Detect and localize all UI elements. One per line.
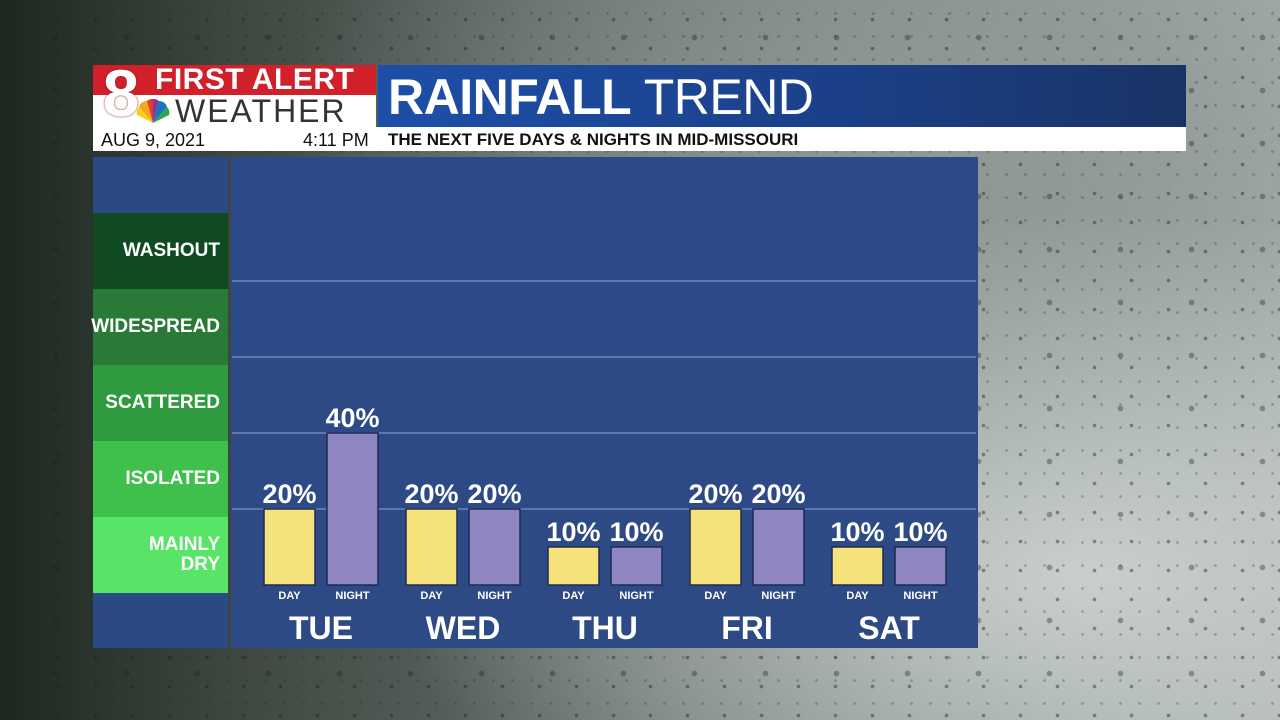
series-label: DAY: [420, 590, 443, 602]
data-label: 20%: [751, 479, 805, 509]
category-label: FRI: [721, 610, 773, 646]
data-label: 10%: [546, 517, 600, 547]
legend-category: WIDESPREAD: [91, 289, 228, 365]
data-label: 20%: [262, 479, 316, 509]
legend-category-label: WASHOUT: [122, 240, 220, 261]
date-label: AUG 9, 2021: [101, 130, 206, 150]
title-banner: RAINFALL TREND: [378, 65, 1186, 127]
legend-category-label: WIDESPREAD: [91, 316, 220, 337]
bar-night: [610, 546, 663, 586]
series-label: DAY: [846, 590, 869, 602]
category-label: WED: [426, 610, 501, 646]
data-label: 20%: [688, 479, 742, 509]
logo-first-alert: FIRST ALERT: [155, 63, 355, 96]
data-label: 10%: [830, 517, 884, 547]
category-label: SAT: [858, 610, 920, 646]
logo-weather: WEATHER: [175, 93, 347, 129]
legend-category-label: ISOLATED: [125, 468, 220, 489]
peacock-icon: [136, 98, 170, 123]
page-title: RAINFALL TREND: [388, 69, 814, 125]
logo-red-band: [93, 65, 376, 95]
data-label: 20%: [404, 479, 458, 509]
bar-night: [326, 432, 379, 586]
bar-day: [689, 508, 742, 586]
series-label: DAY: [704, 590, 727, 602]
series-label: NIGHT: [761, 590, 796, 602]
title-light: TREND: [643, 69, 814, 125]
logo-channel-number: 8: [102, 56, 140, 130]
bar-night: [894, 546, 947, 586]
time-label: 4:11 PM: [303, 130, 369, 150]
legend-category: SCATTERED: [93, 365, 228, 441]
data-label: 10%: [893, 517, 947, 547]
bar-day: [405, 508, 458, 586]
data-label: 10%: [609, 517, 663, 547]
caption-label: THE NEXT FIVE DAYS & NIGHTS IN MID-MISSO…: [388, 130, 799, 149]
category-label: TUE: [289, 610, 353, 646]
series-label: NIGHT: [619, 590, 654, 602]
coverage-legend: WASHOUT WIDESPREAD SCATTERED ISOLATED MAINLY…: [91, 157, 228, 648]
bar-day: [831, 546, 884, 586]
info-bar: AUG 9, 2021 4:11 PM THE NEXT FIVE DAYS &…: [93, 127, 1186, 151]
title-bold: RAINFALL: [388, 69, 632, 125]
bar-day: [547, 546, 600, 586]
legend-category: WASHOUT: [93, 213, 228, 289]
series-label: NIGHT: [477, 590, 512, 602]
bar-night: [468, 508, 521, 586]
station-logo: 8 FIRST ALERT WEATHER: [93, 59, 376, 129]
series-label: DAY: [562, 590, 585, 602]
data-label: 40%: [325, 403, 379, 433]
series-label: NIGHT: [903, 590, 938, 602]
legend-category-label: MAINLY DRY: [148, 534, 220, 575]
data-label: 20%: [467, 479, 521, 509]
legend-category: ISOLATED: [93, 441, 228, 517]
category-label: THU: [572, 610, 638, 646]
legend-category-label: SCATTERED: [105, 392, 220, 413]
series-label: NIGHT: [335, 590, 370, 602]
bar-day: [263, 508, 316, 586]
legend-category: MAINLY DRY: [93, 517, 228, 593]
bar-night: [752, 508, 805, 586]
series-label: DAY: [278, 590, 301, 602]
